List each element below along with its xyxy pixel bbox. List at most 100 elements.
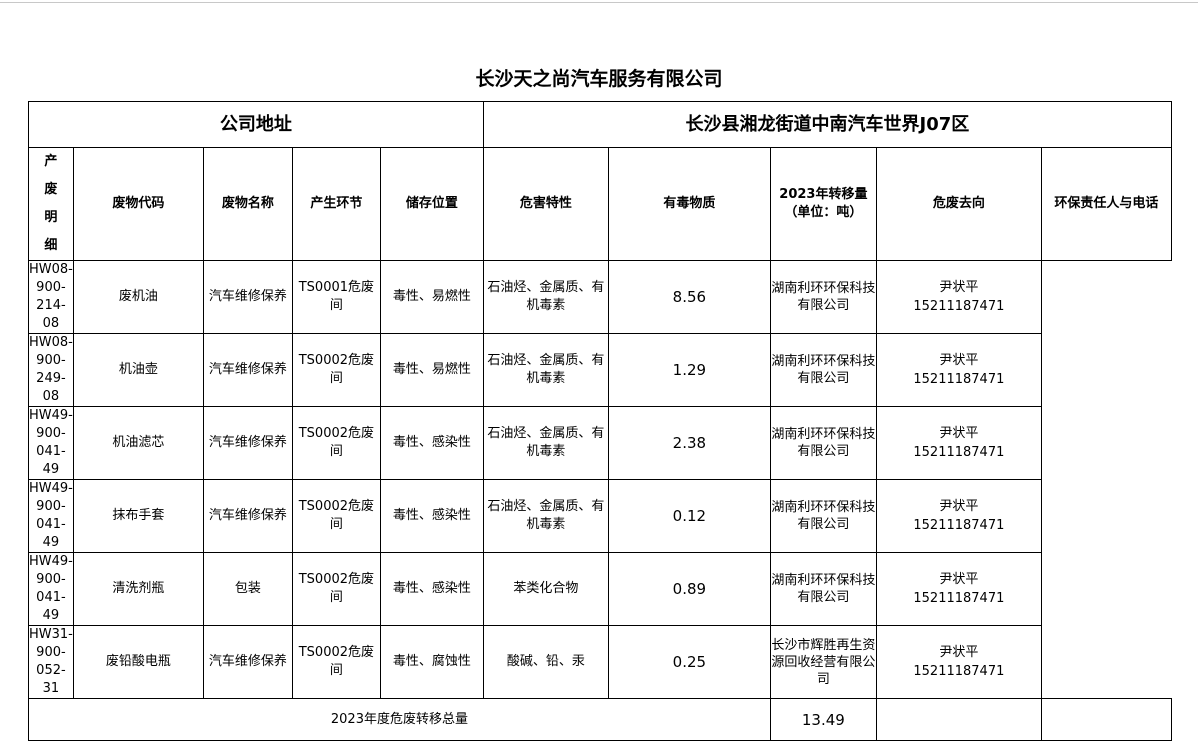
waste-code: HW31-900-052-31 — [28, 625, 74, 699]
side-char: 产 — [44, 154, 58, 169]
waste-code: HW49-900-041-49 — [28, 406, 74, 480]
header-destination: 危废去向 — [875, 147, 1042, 261]
table-row: HW49-900-041-49 清洗剂瓶 包装 TS0002危废间 毒性、感染性 苯类化合… — [28, 552, 1172, 626]
destination: 湖南利环环保科技有限公司 — [769, 406, 877, 480]
contact: 尹状平 15211187471 — [875, 406, 1042, 480]
storage-location: TS0002危废间 — [291, 552, 381, 626]
side-char: 明 — [44, 210, 58, 225]
storage-location: TS0002危废间 — [291, 479, 381, 553]
header-amount: 2023年转移量 （单位：吨） — [769, 147, 877, 261]
table-row: HW49-900-041-49 机油滤芯 汽车维修保养 TS0002危废间 毒性、感染性… — [28, 406, 1172, 480]
transfer-amount: 0.25 — [607, 625, 771, 699]
toxic-substance: 苯类化合物 — [482, 552, 609, 626]
page-title: 长沙天之尚汽车服务有限公司 — [475, 68, 723, 90]
generation-stage: 汽车维修保养 — [202, 406, 293, 480]
waste-name: 抹布手套 — [72, 479, 204, 553]
hazard-property: 毒性、腐蚀性 — [379, 625, 484, 699]
generation-stage: 汽车维修保养 — [202, 260, 293, 334]
transfer-amount: 1.29 — [607, 333, 771, 407]
waste-name: 废铅酸电瓶 — [72, 625, 204, 699]
header-amount-line1: 2023年转移量 — [779, 187, 868, 202]
destination: 湖南利环环保科技有限公司 — [769, 479, 877, 553]
header-storage: 储存位置 — [379, 147, 484, 261]
hazard-property: 毒性、感染性 — [379, 552, 484, 626]
transfer-amount: 0.89 — [607, 552, 771, 626]
contact-person: 尹状平 — [939, 280, 979, 295]
waste-code: HW08-900-249-08 — [28, 333, 74, 407]
contact: 尹状平 15211187471 — [875, 333, 1042, 407]
waste-name: 机油壶 — [72, 333, 204, 407]
destination: 长沙市辉胜再生资源回收经营有限公司 — [769, 625, 877, 699]
table-row: HW08-900-214-08 废机油 汽车维修保养 TS0001危废间 毒性、易燃性石… — [28, 260, 1172, 334]
storage-location: TS0002危废间 — [291, 406, 381, 480]
table-row: HW49-900-041-49 抹布手套 汽车维修保养 TS0002危废间 毒性、感染性… — [28, 479, 1172, 553]
transfer-amount: 8.56 — [607, 260, 771, 334]
contact: 尹状平 15211187471 — [875, 260, 1042, 334]
storage-location: TS0002危废间 — [291, 333, 381, 407]
top-divider — [0, 2, 1198, 3]
address-label: 公司地址 — [28, 101, 484, 148]
header-name: 废物名称 — [202, 147, 293, 261]
contact-phone: 15211187471 — [913, 372, 1005, 387]
total-row: 2023年度危废转移总量 13.49 — [28, 698, 1172, 741]
hazardous-waste-table: 公司地址 长沙县湘龙街道中南汽车世界J07区 产 废 明 细 废物代码 废物名称… — [28, 101, 1172, 741]
contact-person: 尹状平 — [939, 645, 979, 660]
address-value: 长沙县湘龙街道中南汽车世界J07区 — [482, 101, 1172, 148]
destination: 湖南利环环保科技有限公司 — [769, 260, 877, 334]
contact-phone: 15211187471 — [913, 445, 1005, 460]
toxic-substance: 酸碱、铅、汞 — [482, 625, 609, 699]
side-char: 废 — [44, 182, 58, 197]
waste-name: 机油滤芯 — [72, 406, 204, 480]
transfer-amount: 2.38 — [607, 406, 771, 480]
waste-code: HW49-900-041-49 — [28, 479, 74, 553]
waste-name: 废机油 — [72, 260, 204, 334]
waste-name: 清洗剂瓶 — [72, 552, 204, 626]
side-char: 细 — [44, 238, 58, 253]
destination: 湖南利环环保科技有限公司 — [769, 333, 877, 407]
waste-code: HW08-900-214-08 — [28, 260, 74, 334]
total-empty-1 — [875, 698, 1042, 741]
header-code: 废物代码 — [72, 147, 204, 261]
contact: 尹状平 15211187471 — [875, 479, 1042, 553]
generation-stage: 包装 — [202, 552, 293, 626]
storage-location: TS0001危废间 — [291, 260, 381, 334]
contact-person: 尹状平 — [939, 353, 979, 368]
hazard-property: 毒性、易燃性 — [379, 260, 484, 334]
waste-code: HW49-900-041-49 — [28, 552, 74, 626]
total-label: 2023年度危废转移总量 — [28, 698, 771, 741]
contact-phone: 15211187471 — [913, 518, 1005, 533]
toxic-substance: 石油烃、金属质、有机毒素 — [482, 260, 609, 334]
generation-stage: 汽车维修保养 — [202, 333, 293, 407]
total-value: 13.49 — [769, 698, 877, 741]
hazard-property: 毒性、感染性 — [379, 479, 484, 553]
hazard-property: 毒性、易燃性 — [379, 333, 484, 407]
total-empty-2 — [1040, 698, 1172, 741]
destination: 湖南利环环保科技有限公司 — [769, 552, 877, 626]
table-row: HW08-900-249-08 机油壶 汽车维修保养 TS0002危废间 毒性、易燃性石… — [28, 333, 1172, 407]
hazard-property: 毒性、感染性 — [379, 406, 484, 480]
transfer-amount: 0.12 — [607, 479, 771, 553]
toxic-substance: 石油烃、金属质、有机毒素 — [482, 406, 609, 480]
header-hazard: 危害特性 — [482, 147, 609, 261]
toxic-substance: 石油烃、金属质、有机毒素 — [482, 333, 609, 407]
address-row: 公司地址 长沙县湘龙街道中南汽车世界J07区 — [28, 101, 1172, 148]
header-contact: 环保责任人与电话 — [1040, 147, 1172, 261]
header-amount-line2: （单位：吨） — [784, 205, 863, 220]
generation-stage: 汽车维修保养 — [202, 625, 293, 699]
side-label: 产 废 明 细 — [28, 147, 74, 261]
contact-phone: 15211187471 — [913, 664, 1005, 679]
contact: 尹状平 15211187471 — [875, 625, 1042, 699]
header-stage: 产生环节 — [291, 147, 381, 261]
table-row: HW31-900-052-31 废铅酸电瓶 汽车维修保养 TS0002危废间 毒性、腐蚀… — [28, 625, 1172, 699]
storage-location: TS0002危废间 — [291, 625, 381, 699]
contact-person: 尹状平 — [939, 499, 979, 514]
contact-phone: 15211187471 — [913, 591, 1005, 606]
contact-person: 尹状平 — [939, 572, 979, 587]
header-row: 产 废 明 细 废物代码 废物名称 产生环节 储存位置 危害特性 有毒物质 20… — [28, 147, 1172, 261]
contact-phone: 15211187471 — [913, 299, 1005, 314]
generation-stage: 汽车维修保养 — [202, 479, 293, 553]
header-toxic: 有毒物质 — [607, 147, 771, 261]
contact-person: 尹状平 — [939, 426, 979, 441]
toxic-substance: 石油烃、金属质、有机毒素 — [482, 479, 609, 553]
contact: 尹状平 15211187471 — [875, 552, 1042, 626]
